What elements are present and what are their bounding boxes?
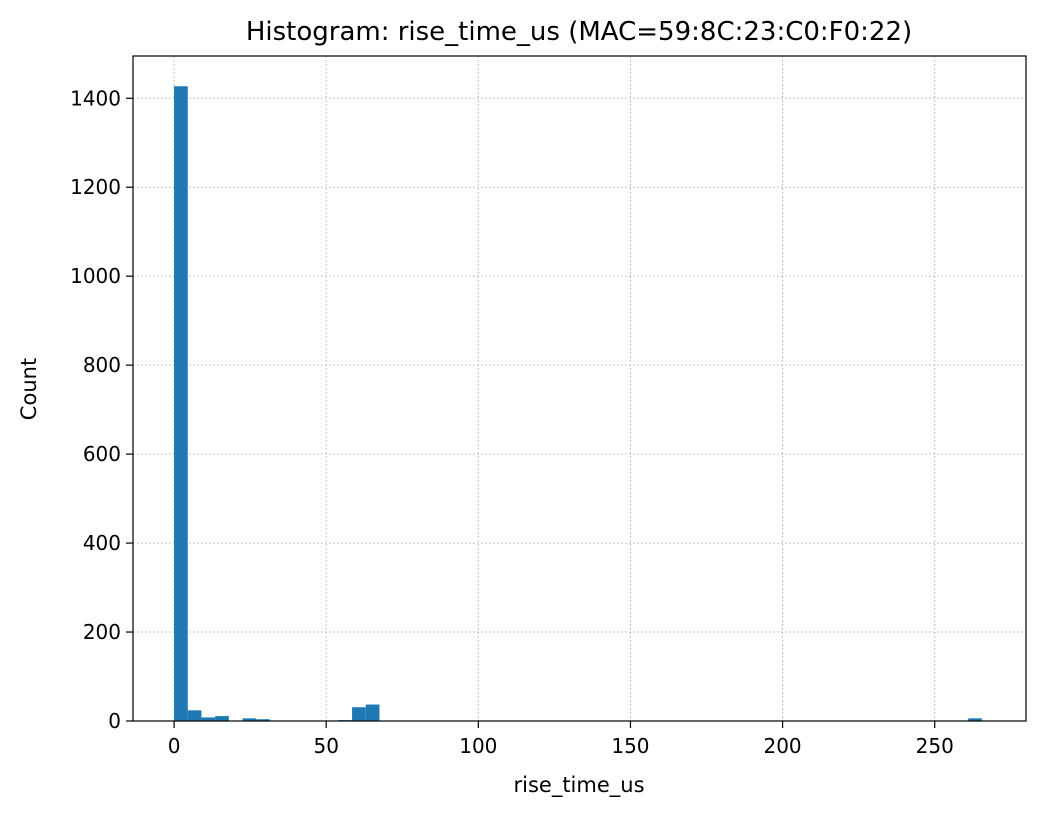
chart-title: Histogram: rise_time_us (MAC=59:8C:23:C0… [246,17,912,47]
y-tick-label: 0 [108,709,121,733]
plot-frame [132,55,1027,722]
y-tick-label: 200 [83,620,121,644]
histogram-bar [352,707,366,721]
x-tick-label: 100 [459,734,497,758]
x-axis: 0 50 100 150 200 250 [168,721,954,758]
x-tick-label: 0 [168,734,181,758]
x-tick-label: 50 [313,734,338,758]
x-tick-label: 200 [763,734,801,758]
x-axis-label: rise_time_us [513,773,644,798]
grid-layer [133,56,1026,722]
y-axis: 0 200 400 600 800 1000 1200 1400 [70,86,133,733]
y-tick-label: 800 [83,353,121,377]
histogram-bar [968,718,982,721]
histogram-bar [256,719,270,721]
y-tick-label: 1000 [70,264,121,288]
y-axis-label: Count [17,358,41,420]
x-tick-label: 150 [611,734,649,758]
y-tick-label: 600 [83,442,121,466]
histogram-bar [174,86,188,721]
histogram-bar [242,718,257,721]
histogram-bar [215,716,229,721]
y-tick-label: 1400 [70,86,121,110]
histogram-bar [201,717,216,721]
histogram-bar [365,704,380,721]
y-tick-label: 1200 [70,175,121,199]
y-tick-label: 400 [83,531,121,555]
histogram-bar [187,710,202,721]
bars-layer [174,86,982,721]
x-tick-label: 250 [916,734,954,758]
